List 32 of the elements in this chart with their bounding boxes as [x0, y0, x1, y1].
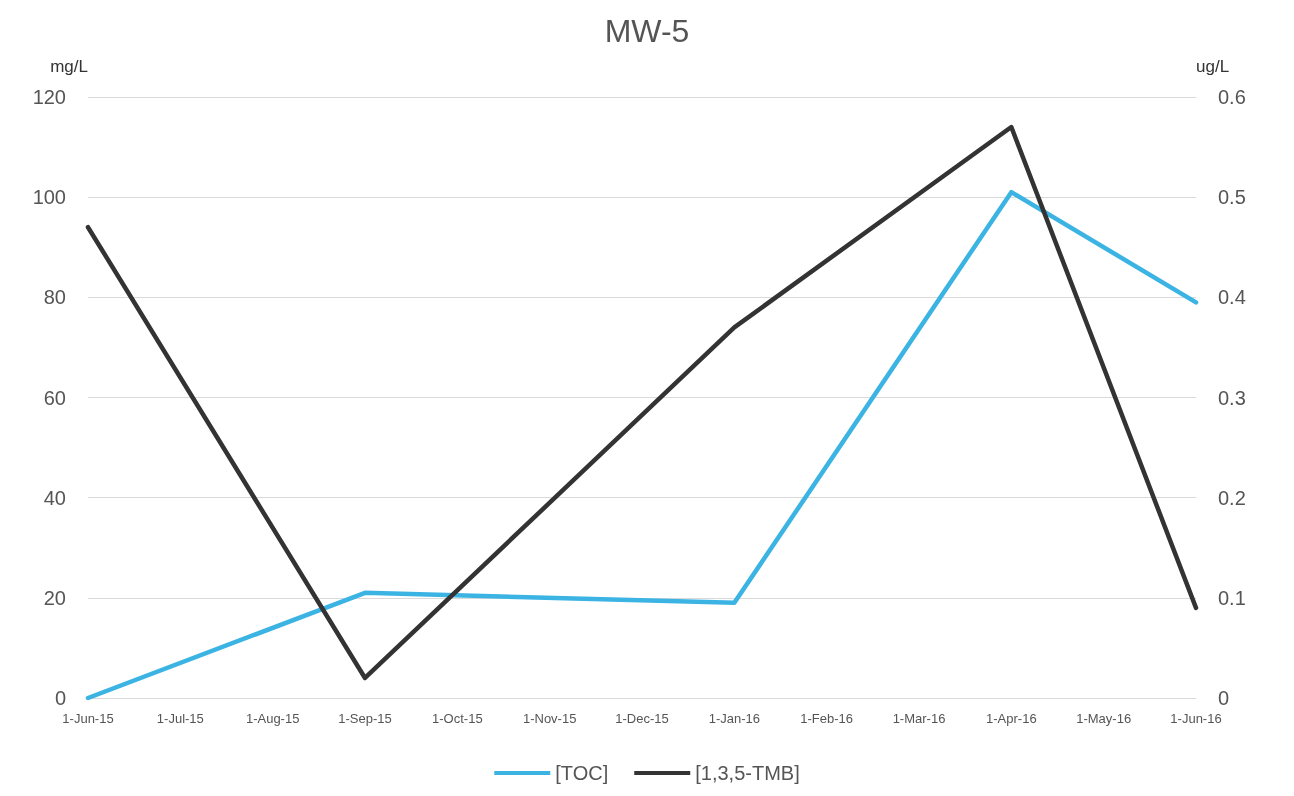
x-tick-label: 1-Jan-16: [708, 711, 760, 726]
y-axis-title: mg/L: [50, 57, 88, 76]
x-tick-label: 1-Oct-15: [432, 711, 483, 726]
x-tick-label: 1-Jul-15: [156, 711, 204, 726]
y2-tick-label: 0: [1218, 687, 1230, 709]
y2-tick-label: 0.4: [1218, 286, 1246, 309]
x-tick-label: 1-Aug-15: [245, 711, 300, 726]
y2-axis-title: ug/L: [1196, 57, 1230, 76]
legend-label: [TOC]: [555, 762, 609, 784]
x-tick-label: 1-Sep-15: [338, 711, 392, 726]
y-tick-label: 20: [43, 586, 66, 609]
legend-label: [1,3,5-TMB]: [695, 762, 800, 784]
y2-tick-label: 0.2: [1218, 486, 1246, 509]
x-tick-label: 1-Nov-15: [522, 711, 577, 726]
x-tick-label: 1-Jun-16: [1170, 711, 1222, 726]
y-tick-label: 0: [54, 687, 66, 709]
y-tick-label: 40: [43, 486, 66, 509]
x-tick-label: 1-Apr-16: [986, 711, 1037, 726]
y2-tick-label: 0.3: [1218, 386, 1246, 409]
x-tick-label: 1-Feb-16: [800, 711, 854, 726]
y2-tick-label: 0.5: [1218, 186, 1246, 209]
x-tick-label: 1-Dec-15: [615, 711, 669, 726]
y-tick-label: 120: [32, 86, 66, 108]
y-tick-label: 60: [43, 386, 66, 409]
chart-title: MW-5: [604, 13, 690, 49]
x-tick-label: 1-Jun-15: [62, 711, 114, 726]
y2-tick-label: 0.1: [1218, 586, 1246, 609]
y-tick-label: 80: [43, 286, 66, 309]
y-tick-label: 100: [32, 186, 66, 209]
y2-tick-label: 0.6: [1218, 86, 1246, 108]
x-tick-label: 1-Mar-16: [892, 711, 946, 726]
x-tick-label: 1-May-16: [1076, 711, 1132, 726]
